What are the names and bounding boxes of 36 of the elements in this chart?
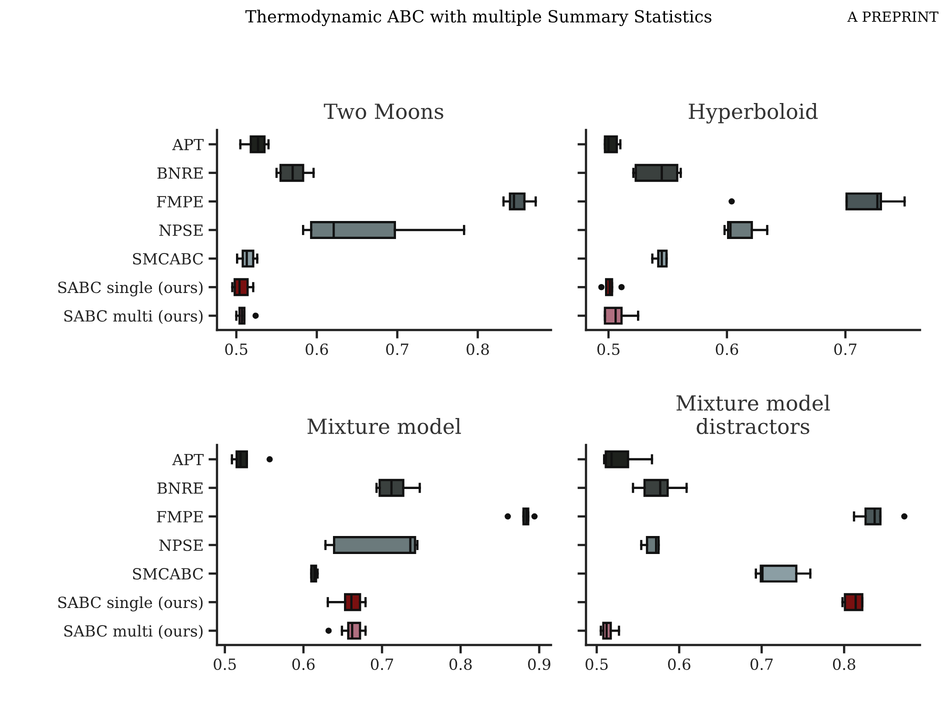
x-tick-label: 0.6 <box>292 658 315 670</box>
y-tick-label: FMPE <box>156 196 203 208</box>
x-tick-label: 0.5 <box>225 343 248 356</box>
x-tick-label: 0.6 <box>716 343 738 356</box>
text: Thermodynamic ABC with multiple Summary Statistics <box>245 10 712 26</box>
text: A PREPRINT <box>847 12 938 22</box>
x-tick-label: 0.8 <box>449 658 472 670</box>
y-tick-label: BNRE <box>157 482 203 494</box>
y-tick-label: SMCABC <box>133 568 203 580</box>
y-tick-label: FMPE <box>156 511 203 522</box>
x-tick-label: 0.6 <box>306 343 328 356</box>
x-tick-label: 0.5 <box>586 658 608 670</box>
y-tick-label: SMCABC <box>133 253 203 265</box>
chart-title: Two Moons <box>324 104 444 120</box>
chart-title: Hyperboloid <box>688 103 818 124</box>
y-tick-label: SABC multi (ours) <box>64 624 203 639</box>
x-tick-label: 0.9 <box>528 658 550 670</box>
chart-title: Mixture model distractors <box>676 394 830 434</box>
y-tick-label: APT <box>172 138 204 150</box>
x-tick-label: 0.7 <box>386 343 408 356</box>
x-tick-label: 0.7 <box>834 343 856 356</box>
chart-title: Mixture model <box>308 418 461 434</box>
y-tick-label: NPSE <box>159 224 203 236</box>
x-tick-label: 0.8 <box>832 658 856 670</box>
y-tick-label: BNRE <box>157 168 203 179</box>
y-tick-label: SABC single (ours) <box>58 281 203 296</box>
y-tick-label: APT <box>172 454 204 466</box>
x-tick-label: 0.6 <box>668 658 690 670</box>
x-tick-label: 0.7 <box>750 658 773 670</box>
x-tick-label: 0.7 <box>370 658 394 670</box>
x-tick-label: 0.8 <box>466 343 489 356</box>
x-tick-label: 0.5 <box>597 343 620 356</box>
y-tick-label: SABC single (ours) <box>58 596 203 612</box>
x-tick-label: 0.5 <box>214 658 236 670</box>
y-tick-label: SABC multi (ours) <box>64 310 203 324</box>
y-tick-label: NPSE <box>159 539 203 552</box>
